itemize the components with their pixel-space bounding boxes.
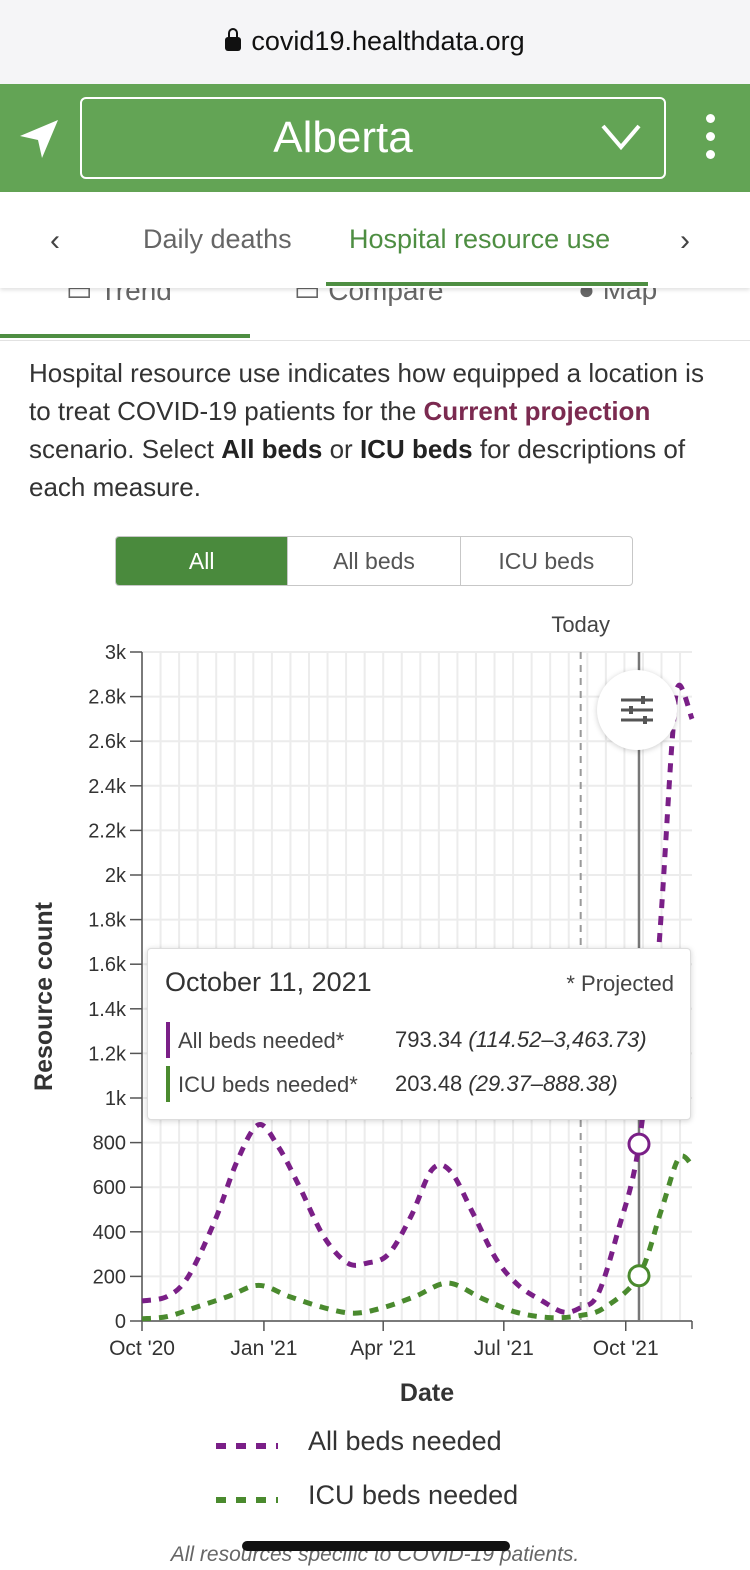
x-tick-label: Oct '20 (109, 1337, 175, 1360)
y-tick-label: 3k (105, 642, 127, 664)
filter-button[interactable] (597, 670, 677, 750)
segment-icu-beds[interactable]: ICU beds (498, 548, 595, 574)
description-text: Hospital resource use indicates how equi… (29, 358, 704, 502)
tooltip-label: ICU beds needed* (178, 1072, 358, 1097)
tooltip-value: 793.34 (114.52–3,463.73) (395, 1027, 647, 1052)
chevron-left-icon[interactable]: ‹ (50, 224, 60, 257)
icu-beds-color-bar (166, 1066, 170, 1102)
measure-segmented-control: All All beds ICU beds (115, 536, 633, 586)
y-tick-label: 600 (93, 1177, 126, 1199)
legend-label: All beds needed (308, 1426, 502, 1456)
y-tick-label: 2.4k (88, 776, 127, 798)
tooltip-value: 203.48 (29.37–888.38) (395, 1071, 618, 1096)
url-text[interactable]: covid19.healthdata.org (0, 26, 750, 57)
browser-url-bar[interactable]: covid19.healthdata.org (0, 0, 750, 84)
tab-active-underline (326, 282, 648, 286)
tooltip-label: All beds needed* (178, 1028, 345, 1053)
y-tick-label: 1.6k (88, 954, 127, 976)
y-tick-label: 2.6k (88, 731, 127, 753)
y-tick-label: 800 (93, 1133, 126, 1155)
y-tick-label: 1k (105, 1088, 127, 1110)
y-axis-title: Resource count (30, 901, 58, 1091)
legend-icu-beds[interactable]: ICU beds needed (212, 1480, 712, 1520)
lock-icon (225, 28, 242, 51)
tooltip-date: October 11, 2021 (165, 967, 372, 997)
y-tick-label: 200 (93, 1266, 126, 1288)
y-tick-label: 400 (93, 1222, 126, 1244)
x-tick-label: Jul '21 (474, 1337, 534, 1360)
sliders-icon (621, 696, 653, 724)
tab-daily-deaths[interactable]: Daily deaths (143, 224, 292, 254)
selected-point-marker (627, 1132, 651, 1156)
x-tick-label: Oct '21 (593, 1337, 659, 1360)
y-tick-label: 1.2k (88, 1043, 127, 1065)
home-indicator (242, 1541, 510, 1551)
metric-tabs: ‹ Daily deaths Hospital resource use › (0, 192, 750, 288)
tab-hospital-resource-use[interactable]: Hospital resource use (349, 224, 611, 254)
location-arrow-icon[interactable] (14, 114, 64, 164)
chevron-down-icon (600, 123, 642, 156)
x-tick-label: Apr '21 (350, 1337, 416, 1360)
location-select[interactable]: Alberta (80, 97, 666, 179)
scenario-link[interactable]: Current projection (423, 396, 651, 426)
location-value: Alberta (273, 113, 413, 162)
segment-all[interactable]: All (116, 537, 289, 585)
legend-label: ICU beds needed (308, 1480, 519, 1510)
y-tick-label: 2.8k (88, 687, 127, 709)
tooltip-row-icu-beds: ICU beds needed* 203.48 (29.37–888.38) (166, 1065, 686, 1103)
tooltip-projected-note: * Projected (566, 971, 674, 996)
y-tick-label: 1.8k (88, 910, 127, 932)
app-header (0, 84, 750, 192)
x-tick-label: Jan '21 (230, 1337, 297, 1360)
y-tick-label: 0 (115, 1311, 126, 1333)
chart-tooltip: October 11, 2021 * Projected All beds ne… (147, 948, 691, 1120)
segment-all-beds[interactable]: All beds (288, 537, 461, 585)
all-beds-color-bar (166, 1022, 170, 1058)
legend-all-beds[interactable]: All beds needed (212, 1426, 712, 1466)
y-tick-label: 1.4k (88, 999, 127, 1021)
tooltip-row-all-beds: All beds needed* 793.34 (114.52–3,463.73… (166, 1021, 686, 1059)
green-dash-swatch (216, 1497, 278, 1503)
purple-dash-swatch (216, 1443, 278, 1449)
more-menu-icon[interactable] (700, 114, 720, 166)
y-tick-label: 2k (105, 865, 127, 887)
x-axis-title: Date (400, 1379, 454, 1407)
subtab-active-underline (0, 334, 250, 338)
y-tick-label: 2.2k (88, 820, 127, 842)
chevron-right-icon[interactable]: › (680, 224, 690, 257)
today-label: Today (551, 612, 610, 637)
selected-point-marker (627, 1264, 651, 1288)
